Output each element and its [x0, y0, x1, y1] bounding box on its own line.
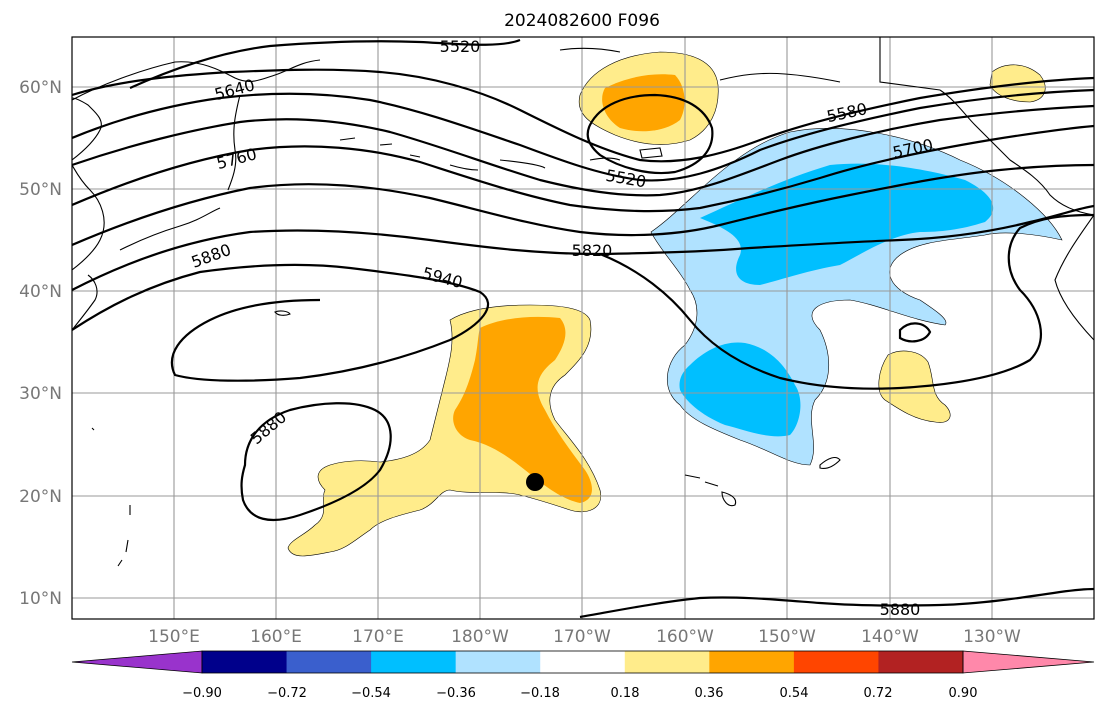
colorbar-tick-label: −0.90	[182, 686, 222, 701]
longitude-labels: 150°E 160°E 170°E 180°W 170°W 160°W 150°…	[148, 627, 1021, 647]
coastlines	[72, 37, 1094, 567]
anomaly-blue-region-south	[679, 342, 801, 437]
colorbar-tick-label: −0.72	[267, 686, 307, 701]
anomaly-orange-region-central	[453, 316, 592, 503]
colorbar-frame	[201, 650, 964, 674]
lon-label: 160°W	[656, 627, 714, 647]
colorbar-segment	[878, 651, 964, 673]
lon-label: 130°W	[963, 627, 1021, 647]
lat-label: 40°N	[19, 282, 62, 302]
contour-label: 5520	[440, 37, 481, 56]
lon-label: 140°W	[861, 627, 919, 647]
height-contours	[72, 38, 1094, 619]
lon-label: 150°W	[758, 627, 816, 647]
colorbar	[71, 650, 1095, 674]
colorbar-tick-label: −0.36	[436, 686, 476, 701]
colorbar-tick-label: 0.54	[780, 686, 809, 701]
contour-label: 5820	[572, 241, 613, 260]
colorbar-segment	[540, 651, 626, 673]
colorbar-tick-labels: −0.90 −0.72 −0.54 −0.36 −0.18 0.18 0.36 …	[182, 686, 977, 701]
colorbar-tick-label: −0.18	[520, 686, 560, 701]
colorbar-segment	[371, 651, 457, 673]
colorbar-segment	[286, 651, 372, 673]
contour-label: 5880	[880, 600, 921, 619]
colorbar-segment	[202, 651, 288, 673]
lat-label: 20°N	[19, 487, 62, 507]
lon-label: 180°W	[451, 627, 509, 647]
gridlines	[72, 37, 1094, 619]
anomaly-blue-region-north	[700, 163, 994, 285]
colorbar-tick-label: 0.18	[611, 686, 640, 701]
colorbar-tick-label: 0.36	[695, 686, 724, 701]
lon-label: 170°W	[553, 627, 611, 647]
lat-label: 30°N	[19, 384, 62, 404]
colorbar-extend-high	[962, 650, 1095, 674]
lon-label: 170°E	[352, 627, 404, 647]
lon-label: 160°E	[250, 627, 302, 647]
colorbar-segment	[455, 651, 541, 673]
lon-label: 150°E	[148, 627, 200, 647]
lat-label: 10°N	[19, 589, 62, 609]
colorbar-tick-label: 0.72	[864, 686, 893, 701]
latitude-labels: 60°N 50°N 40°N 30°N 20°N 10°N	[19, 78, 62, 609]
map-panel: 5520 5640 5760 5580 5700 5520 5820 5880 …	[71, 36, 1095, 620]
colorbar-segment	[793, 651, 879, 673]
lat-label: 60°N	[19, 78, 62, 98]
storm-position-marker	[526, 473, 544, 491]
colorbar-segment	[624, 651, 710, 673]
colorbar-extend-low	[71, 650, 203, 674]
colorbar-segment	[709, 651, 795, 673]
colorbar-tick-label: 0.90	[949, 686, 978, 701]
anomaly-orange-region-north	[602, 74, 685, 132]
lat-label: 50°N	[19, 180, 62, 200]
map-frame	[71, 36, 1095, 620]
figure-title: 2024082600 F096	[504, 11, 660, 31]
colorbar-tick-label: −0.54	[351, 686, 391, 701]
